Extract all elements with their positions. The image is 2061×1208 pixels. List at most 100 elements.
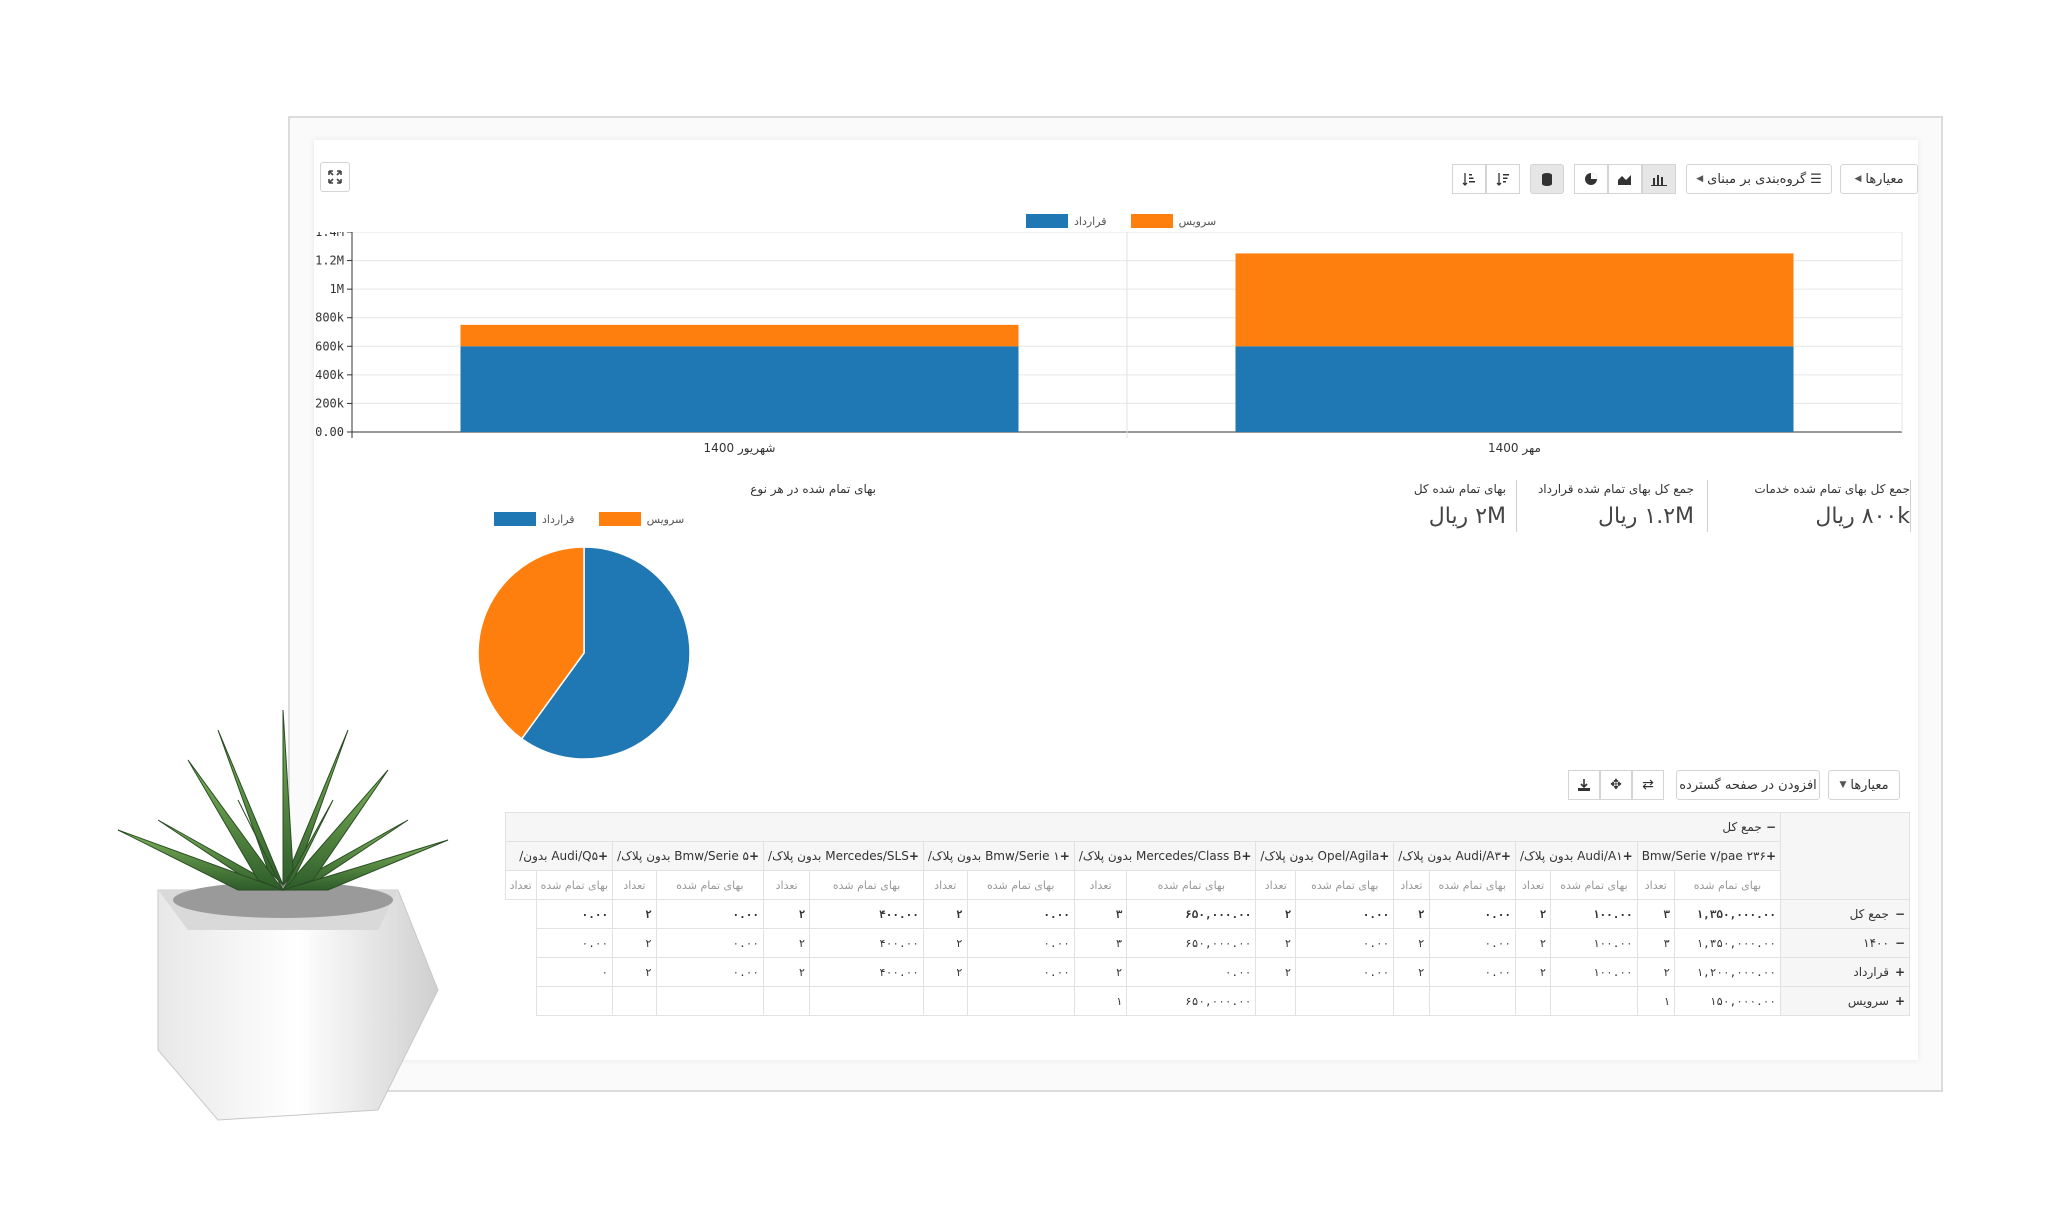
area-chart-button[interactable] [1608,164,1642,194]
pivot-col-group-label: Bmw/Serie ۷/pae ۲۳۶ [1641,849,1766,863]
pivot-row-label: قرارداد [1853,965,1889,979]
pivot-col-group-header[interactable]: +Audi/A۳ بدون پلاک/ [1393,841,1516,871]
plus-icon: + [1622,849,1633,863]
pivot-cell: ۲ [763,928,811,958]
measures-label: معیارها [1865,171,1904,187]
pivot-cell: ۲ [763,899,811,929]
pivot-row-header[interactable]: + سرویس [1780,986,1910,1016]
pivot-measure-header[interactable]: بهای تمام شده [1428,870,1516,900]
pivot-col-group-label: Mercedes/Class B بدون پلاک/ [1078,849,1242,863]
kpi-services: جمع کل بهای تمام شده خدمات ۸۰۰k ریال [1754,482,1910,529]
pivot-cell: ۰.۰۰ [966,899,1075,929]
pivot-col-group-header[interactable]: +Audi/Q۵ بدون/ [504,841,614,871]
pivot-cell: ۰.۰۰ [966,928,1075,958]
pivot-col-group-header[interactable]: +Mercedes/Class B بدون پلاک/ [1073,841,1257,871]
pivot-cell: ۰.۰۰ [1428,928,1516,958]
expand-all-button[interactable]: ✥ [1600,770,1632,800]
pivot-measure-header[interactable]: بهای تمام شده [1673,870,1782,900]
pivot-measure-header[interactable]: تعداد [612,870,657,900]
stack-button[interactable] [1530,164,1564,194]
pivot-measure-header[interactable]: تعداد [1255,870,1297,900]
pivot-cell: ۲ [1393,928,1430,958]
legend-label-service: سرویس [1178,214,1217,228]
pivot-row: −جمع کل ۱,۳۵۰,۰۰۰.۰۰ ۳ ۱۰۰.۰۰ ۲ ۰.۰۰ ۲ ۰.۰۰ ۲ ۶۵۰… [505,899,1910,929]
pivot-cell: ۲ [1514,957,1552,987]
sort-asc-button[interactable] [1452,164,1486,194]
bar-segment[interactable] [460,346,1019,432]
pivot-measures-dropdown[interactable]: معیارها ▼ [1828,770,1900,800]
pivot-col-group-header[interactable]: +Bmw/Serie ۱ بدون پلاک/ [922,841,1075,871]
groupby-dropdown[interactable]: ☰ گروه‌بندی بر مبنای ◀ [1686,164,1832,194]
pivot-row-header[interactable]: −۱۴۰۰ [1780,928,1910,958]
pivot-measure-header[interactable]: بهای تمام شده [809,870,924,900]
pivot-measure-header[interactable]: تعداد [763,870,811,900]
fullscreen-button[interactable] [320,162,350,192]
pivot-col-group-header[interactable]: +Bmw/Serie ۷/pae ۲۳۶ [1636,841,1782,871]
pivot-cell: ۰.۰۰ [1126,957,1257,987]
kpi-divider [1910,480,1911,532]
pivot-cell: ۱۰۰.۰۰ [1550,957,1638,987]
swap-icon: ⇄ [1642,777,1654,793]
pivot-measure-header[interactable]: بهای تمام شده [1295,870,1395,900]
pivot-measure-header[interactable]: تعداد [922,870,968,900]
bar-segment[interactable] [1235,346,1794,432]
pivot-col-group-label: Opel/Agila بدون پلاک/ [1260,849,1380,863]
pivot-measure-header[interactable]: تعداد [1636,870,1675,900]
y-tick-label: 800k [315,311,345,325]
pivot-col-group-header[interactable]: +Opel/Agila بدون پلاک/ [1255,841,1395,871]
pivot-measure-header[interactable]: تعداد [1514,870,1552,900]
pivot-cell: ۱,۳۵۰,۰۰۰.۰۰ [1673,928,1782,958]
pivot-measure-header[interactable]: بهای تمام شده [966,870,1075,900]
pivot-measure-header[interactable]: بهای تمام شده [1126,870,1257,900]
pivot-col-group-header[interactable]: +Audi/A۱ بدون پلاک/ [1514,841,1638,871]
pivot-measure-header[interactable]: تعداد [1073,870,1128,900]
download-icon [1578,779,1590,791]
pivot-cell: ۱۰۰.۰۰ [1550,928,1638,958]
pivot-total-header[interactable]: − جمع کل [504,812,1782,842]
download-button[interactable] [1568,770,1600,800]
pie-chart-button[interactable] [1574,164,1608,194]
kpi-value: ۸۰۰k ریال [1815,504,1910,529]
pivot-measure-header[interactable]: تعداد [1393,870,1430,900]
sort-desc-button[interactable] [1486,164,1520,194]
kpi-contract: جمع کل بهای تمام شده قرارداد ۱.۲M ریال [1538,482,1694,529]
pivot-cell: ۲ [1636,957,1675,987]
measures-dropdown[interactable]: معیارها ◀ [1840,164,1918,194]
y-tick-label: 1.2M [315,254,344,268]
pivot-measure-header[interactable]: بهای تمام شده [1550,870,1638,900]
caret-left-icon: ◀ [1854,174,1862,184]
pivot-cell: ۲ [1393,899,1430,929]
plus-icon: + [908,849,919,863]
pivot-measure-header[interactable]: بهای تمام شده [655,870,765,900]
pivot-cell [1550,986,1638,1016]
pivot-cell: ۲ [612,928,657,958]
pivot-cell: ۴۰۰.۰۰ [809,928,924,958]
bar-segment[interactable] [460,324,1019,347]
sort-asc-icon [1462,173,1475,186]
pivot-cell: ۱,۲۰۰,۰۰۰.۰۰ [1673,957,1782,987]
add-to-spreadsheet-button[interactable]: افزودن در صفحه گسترده [1676,770,1820,800]
area-chart-icon [1618,175,1631,185]
pivot-col-group-header[interactable]: +Bmw/Serie ۵ بدون پلاک/ [612,841,765,871]
pivot-cell: ۳ [1636,928,1675,958]
pivot-cell: ۶۵۰,۰۰۰.۰۰ [1126,928,1257,958]
expand-icon [328,170,342,184]
pie-slice[interactable] [477,546,585,740]
add-label: افزودن در صفحه گسترده [1679,777,1817,793]
pivot-cell: ۲ [1255,957,1297,987]
pivot-cell: ۰ [535,957,614,987]
swap-axis-button[interactable]: ⇄ [1632,770,1664,800]
minus-icon: − [1894,936,1905,950]
kpi-value: ۱.۲M ریال [1597,504,1694,529]
pivot-row-label: جمع کل [1849,907,1889,921]
pivot-measure-header[interactable]: تعداد [504,870,537,900]
pivot-row-header[interactable]: + قرارداد [1780,957,1910,987]
kpi-title: جمع کل بهای تمام شده خدمات [1754,482,1910,496]
pivot-col-group-header[interactable]: +Mercedes/SLS بدون پلاک/ [763,841,924,871]
pie-slice[interactable] [520,546,691,760]
bar-segment[interactable] [1235,253,1794,347]
pivot-row-header[interactable]: −جمع کل [1780,899,1910,929]
pivot-cell: ۱۵۰,۰۰۰.۰۰ [1673,986,1782,1016]
bar-chart-button[interactable] [1642,164,1676,194]
pivot-measure-header[interactable]: بهای تمام شده [535,870,614,900]
